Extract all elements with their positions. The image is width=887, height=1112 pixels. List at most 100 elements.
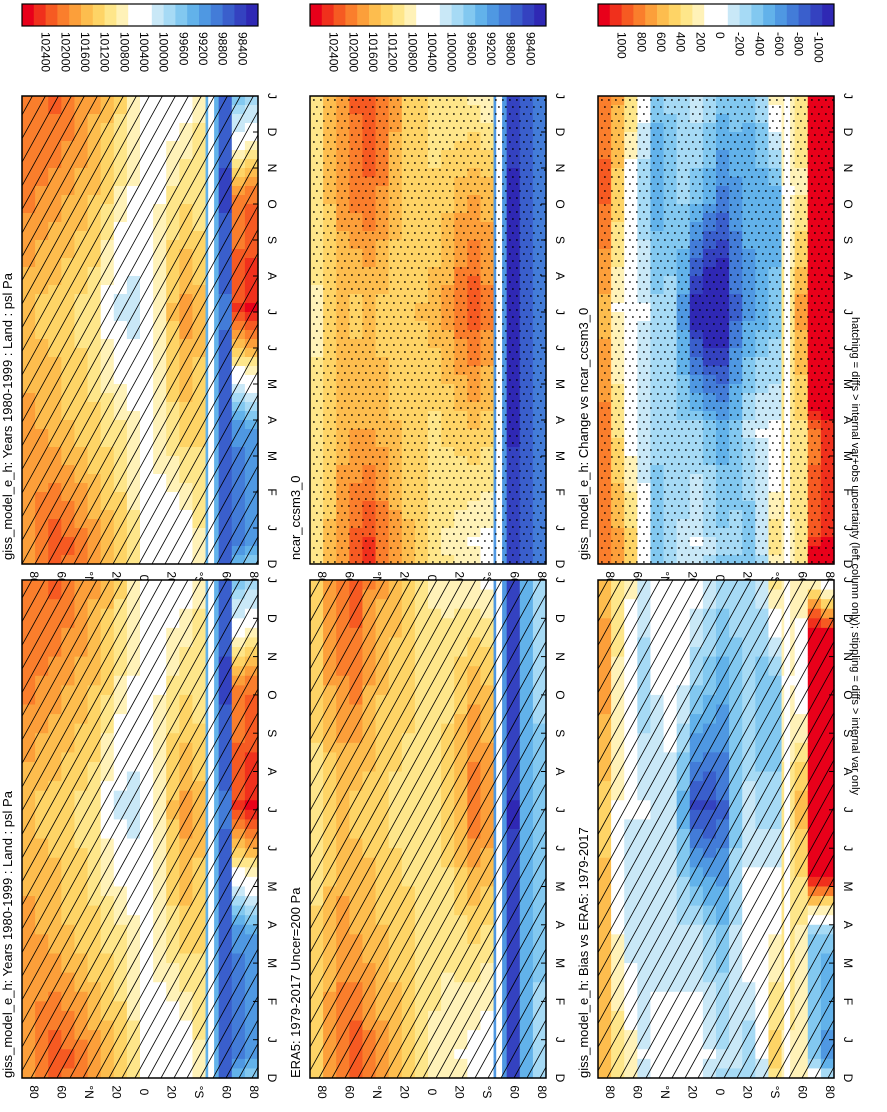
heatmap-cell: [454, 492, 468, 502]
heatmap-cell: [48, 294, 62, 304]
stipple-dot: [379, 386, 381, 388]
stipple-dot: [502, 267, 504, 269]
hatch-line: [22, 96, 111, 258]
stipple-dot: [418, 491, 420, 493]
stipple-dot: [327, 113, 329, 115]
stipple-dot: [474, 267, 476, 269]
heatmap-cell: [48, 528, 62, 538]
heatmap-cell: [336, 420, 350, 430]
stipple-dot: [411, 169, 413, 171]
heatmap-cell: [35, 991, 49, 1002]
heatmap-cell: [22, 411, 36, 421]
stipple-dot: [495, 225, 497, 227]
heatmap-cell: [244, 886, 259, 897]
stipple-dot: [425, 169, 427, 171]
heatmap-cell: [153, 809, 167, 821]
heatmap-cell: [48, 456, 62, 466]
stipple-dot: [421, 316, 423, 318]
heatmap-cell: [441, 456, 455, 466]
heatmap-cell: [323, 168, 337, 178]
heatmap-cell: [22, 618, 36, 629]
heatmap-cell: [454, 384, 468, 394]
stipple-dot: [446, 197, 448, 199]
stipple-dot: [400, 176, 402, 178]
heatmap-cell: [113, 186, 128, 196]
heatmap-cell: [179, 608, 194, 619]
stipple-dot: [474, 183, 476, 185]
heatmap-cell: [375, 357, 390, 367]
heatmap-cell: [166, 580, 180, 591]
stipple-dot: [344, 232, 346, 234]
stipple-dot: [537, 113, 539, 115]
heatmap-cell: [467, 105, 482, 115]
stipple-dot: [355, 435, 357, 437]
stipple-dot: [411, 463, 413, 465]
heatmap-cell: [153, 456, 167, 466]
stipple-dot: [344, 274, 346, 276]
stipple-dot: [327, 393, 329, 395]
heatmap-cell: [113, 982, 128, 993]
stipple-dot: [488, 365, 490, 367]
heatmap-cell: [61, 474, 76, 484]
stipple-dot: [351, 302, 353, 304]
heatmap-cell: [532, 519, 547, 529]
stipple-dot: [393, 456, 395, 458]
stipple-dot: [484, 428, 486, 430]
heatmap-cell: [126, 599, 141, 610]
heatmap-cell: [388, 276, 403, 286]
stipple-dot: [351, 498, 353, 500]
heatmap-cell: [48, 1068, 62, 1079]
stipple-dot: [425, 281, 427, 283]
stipple-dot: [502, 309, 504, 311]
heatmap-cell: [126, 924, 141, 935]
stipple-dot: [502, 197, 504, 199]
heatmap-cell: [126, 608, 141, 619]
stipple-dot: [379, 176, 381, 178]
heatmap-cell: [231, 312, 246, 322]
heatmap-cell: [35, 519, 49, 529]
heatmap-cell: [153, 829, 167, 840]
stipple-dot: [488, 393, 490, 395]
heatmap-cell: [467, 393, 482, 403]
heatmap-cell: [244, 150, 259, 160]
stipple-dot: [407, 316, 409, 318]
heatmap-cell: [218, 465, 233, 475]
heatmap-cell: [336, 546, 350, 556]
heatmap-cell: [231, 96, 246, 106]
heatmap-cell: [362, 294, 377, 304]
heatmap-cell: [336, 528, 350, 538]
heatmap-cell: [126, 742, 141, 753]
heatmap-cell: [48, 704, 62, 715]
heatmap-cell: [179, 723, 194, 734]
stipple-dot: [414, 232, 416, 234]
heatmap-cell: [126, 204, 141, 214]
stipple-dot: [505, 190, 507, 192]
heatmap-cell: [35, 537, 49, 547]
heatmap-cell: [74, 519, 89, 529]
stipple-dot: [397, 225, 399, 227]
heatmap-cell: [231, 1001, 246, 1012]
stipple-dot: [526, 246, 528, 248]
stipple-dot: [428, 134, 430, 136]
heatmap-cell: [126, 510, 141, 520]
stipple-dot: [397, 197, 399, 199]
stipple-dot: [477, 428, 479, 430]
heatmap-cell: [48, 177, 62, 187]
heatmap-cell: [113, 580, 128, 591]
stipple-dot: [540, 358, 542, 360]
stipple-dot: [348, 379, 350, 381]
stipple-dot: [330, 204, 332, 206]
stipple-dot: [446, 239, 448, 241]
heatmap-cell: [310, 132, 324, 142]
heatmap-cell: [323, 483, 337, 493]
heatmap-cell: [192, 627, 207, 639]
stipple-dot: [341, 197, 343, 199]
heatmap-cell: [74, 599, 89, 610]
heatmap-cell: [192, 1020, 207, 1031]
stipple-dot: [313, 281, 315, 283]
stipple-dot: [386, 358, 388, 360]
heatmap-cell: [218, 1030, 233, 1041]
stipple-dot: [358, 414, 360, 416]
heatmap-cell: [61, 258, 76, 268]
stipple-dot: [393, 204, 395, 206]
